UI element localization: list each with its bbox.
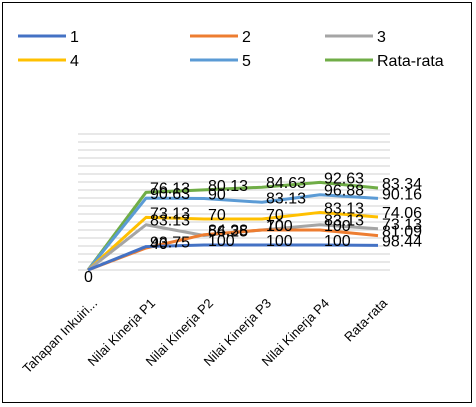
data-label: 90.16 — [382, 186, 422, 203]
x-axis-ticks: Tahapan Inkuiri...Nilai Kinerja P1Nilai … — [20, 295, 391, 376]
legend-label: 1 — [70, 29, 79, 46]
legend-label: 4 — [70, 53, 79, 70]
series-line-1 — [87, 243, 379, 272]
data-label: 70 — [266, 218, 284, 235]
legend-label: 2 — [242, 29, 251, 46]
data-label: 84.38 — [208, 223, 248, 240]
legend: 1 2 3 4 5 Rata-rata — [18, 29, 444, 70]
data-label: 92.63 — [324, 170, 364, 187]
data-label: 76.13 — [150, 180, 190, 197]
data-label: 90 — [208, 187, 226, 204]
data-label: 70 — [208, 207, 226, 224]
data-label: 90.63 — [150, 186, 190, 203]
data-label: 98.44 — [382, 233, 422, 250]
legend-label: Rata-rata — [377, 53, 444, 70]
data-label: 73.13 — [150, 205, 190, 222]
data-label: 100 — [324, 233, 351, 250]
data-label: 81.09 — [382, 224, 422, 241]
data-label: 93.75 — [150, 235, 190, 252]
data-label: 83.13 — [266, 190, 306, 207]
series-line-Rata-rata — [86, 180, 379, 271]
data-label: 83.13 — [324, 200, 364, 217]
data-label: 96.88 — [324, 183, 364, 200]
origin-label: 0 — [84, 269, 93, 286]
data-label: 40 — [150, 236, 168, 253]
series-line-5 — [86, 193, 379, 271]
data-label: 84.63 — [266, 175, 306, 192]
x-tick-label: Rata-rata — [341, 295, 390, 344]
series-line-4 — [86, 210, 379, 272]
data-label: 73.13 — [382, 217, 422, 234]
legend-label: 3 — [377, 29, 386, 46]
gridlines — [78, 133, 390, 271]
chart-frame — [2, 2, 472, 403]
data-label: 100 — [266, 233, 293, 250]
data-label: 83.34 — [382, 176, 422, 193]
data-label: 56.25 — [208, 224, 248, 241]
x-tick-label: Tahapan Inkuiri... — [20, 296, 101, 377]
data-label: 100 — [208, 233, 235, 250]
data-label: 70 — [266, 207, 284, 224]
data-label: 100 — [324, 218, 351, 235]
data-label: 100 — [266, 218, 293, 235]
legend-label: 5 — [242, 53, 251, 70]
data-label: 83.13 — [150, 213, 190, 230]
data-label: 83.13 — [324, 213, 364, 230]
series-lines — [86, 180, 379, 272]
data-label: 74.06 — [382, 205, 422, 222]
data-label: 80.13 — [208, 178, 248, 195]
